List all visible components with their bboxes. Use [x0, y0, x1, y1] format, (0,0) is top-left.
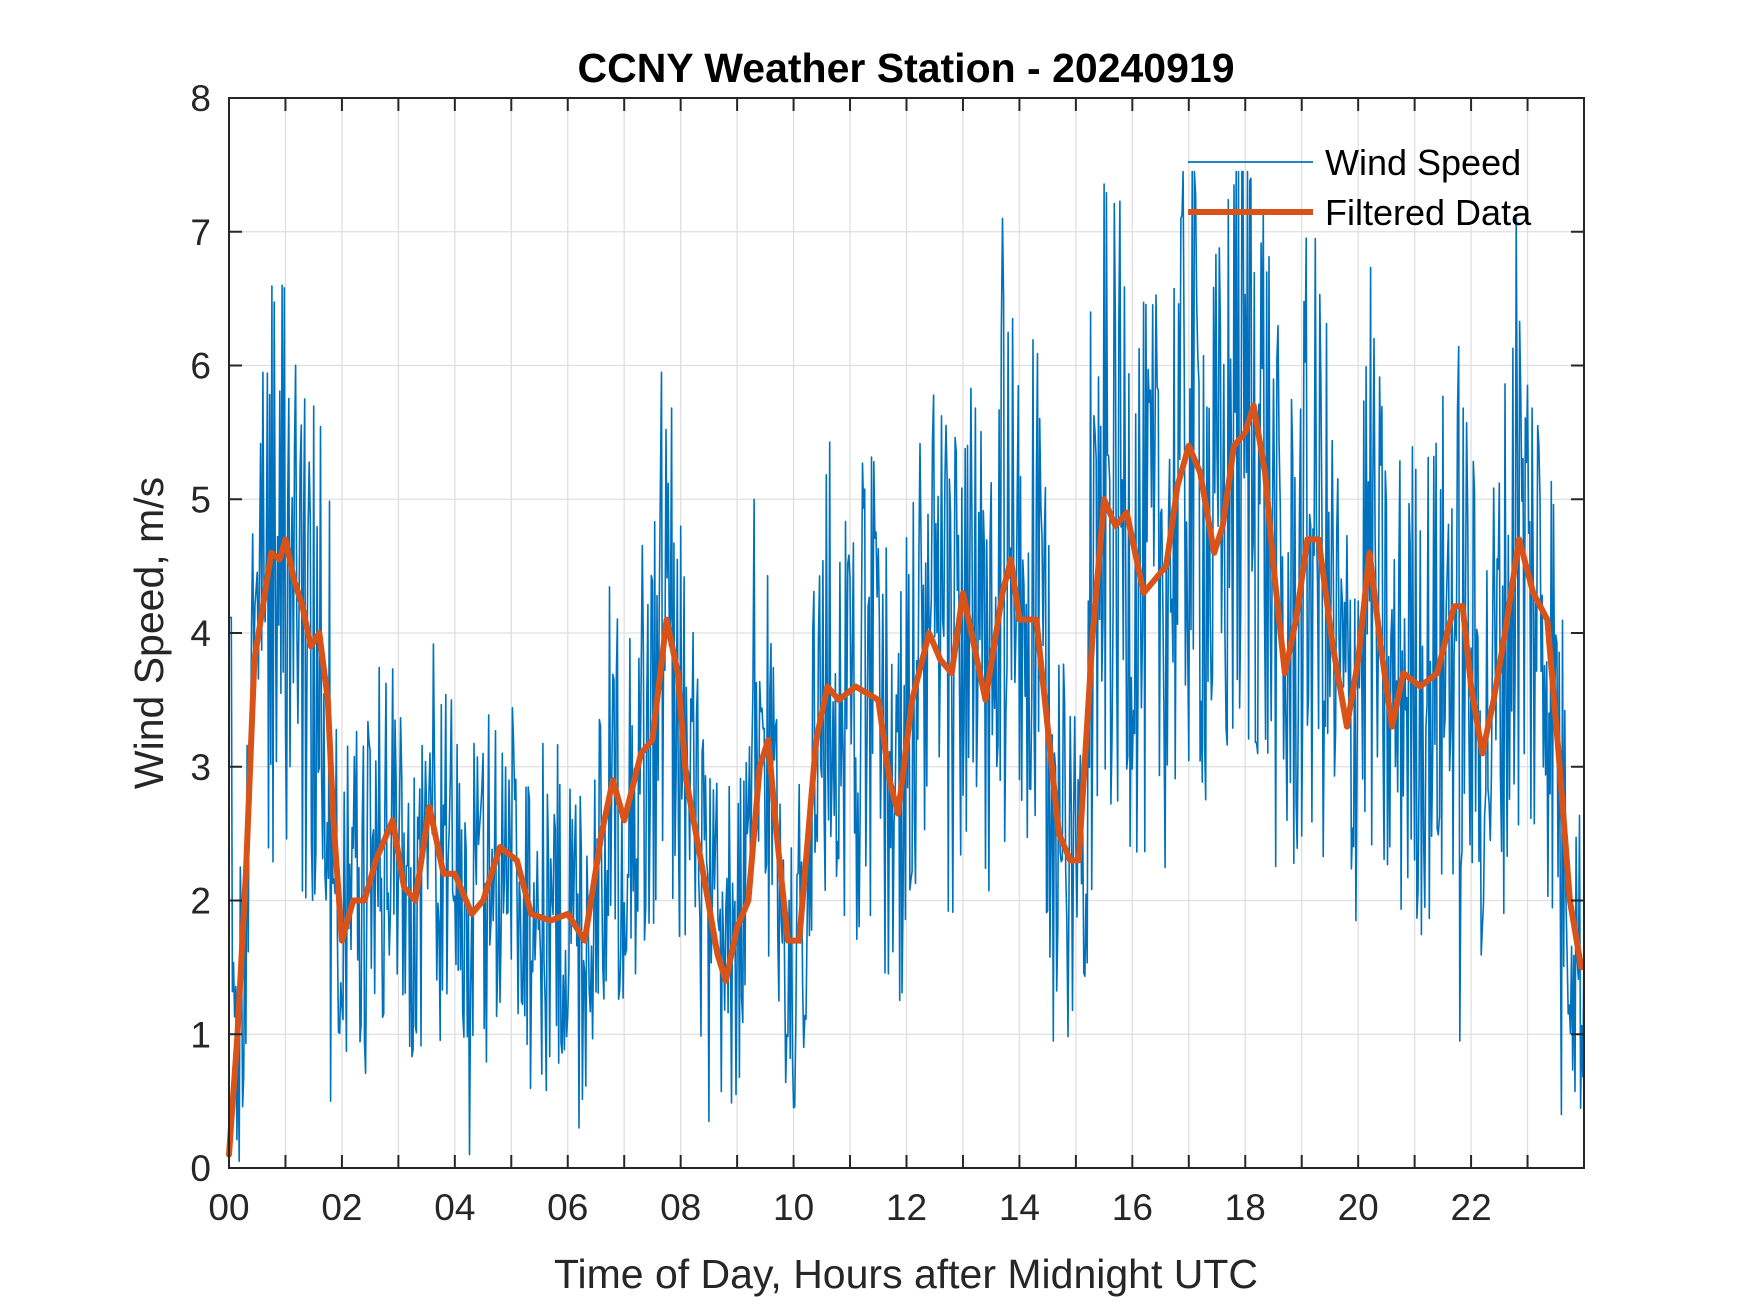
x-axis-label: Time of Day, Hours after Midnight UTC	[554, 1251, 1258, 1297]
y-tick-label: 7	[190, 212, 211, 253]
x-tick-label: 16	[1112, 1187, 1153, 1228]
y-tick-label: 2	[190, 881, 211, 922]
y-tick-label: 1	[190, 1014, 211, 1055]
y-tick-label: 4	[190, 613, 211, 654]
x-tick-label: 06	[547, 1187, 588, 1228]
legend-wind-speed-label: Wind Speed	[1325, 142, 1521, 183]
legend: Wind Speed Filtered Data	[1188, 142, 1532, 233]
x-tick-label: 04	[434, 1187, 475, 1228]
x-tick-label: 00	[208, 1187, 249, 1228]
filtered-data-series	[226, 402, 1585, 1158]
y-tick-label: 5	[190, 479, 211, 520]
wind-speed-line	[228, 170, 1585, 1163]
chart-title: CCNY Weather Station - 20240919	[577, 45, 1234, 91]
x-tick-label: 02	[321, 1187, 362, 1228]
x-tick-label: 22	[1451, 1187, 1492, 1228]
axes	[228, 97, 1585, 1169]
y-tick-labels: 0 1 2 3 4 5 6 7 8	[190, 78, 211, 1189]
x-tick-label: 10	[773, 1187, 814, 1228]
y-tick-label: 6	[190, 346, 211, 387]
x-tick-label: 18	[1225, 1187, 1266, 1228]
y-tick-label: 0	[190, 1148, 211, 1189]
x-tick-label: 08	[660, 1187, 701, 1228]
legend-filtered-data-label: Filtered Data	[1325, 192, 1532, 233]
x-tick-label: 14	[999, 1187, 1040, 1228]
x-tick-label: 12	[886, 1187, 927, 1228]
filtered-data-line	[226, 402, 1585, 1158]
y-axis-label: Wind Speed, m/s	[126, 477, 172, 789]
x-tick-label: 20	[1338, 1187, 1379, 1228]
y-tick-label: 3	[190, 747, 211, 788]
y-tick-label: 8	[190, 78, 211, 119]
x-tick-labels: 00 02 04 06 08 10 12 14 16 18 20 22	[208, 1187, 1491, 1228]
wind-speed-series	[228, 170, 1585, 1163]
